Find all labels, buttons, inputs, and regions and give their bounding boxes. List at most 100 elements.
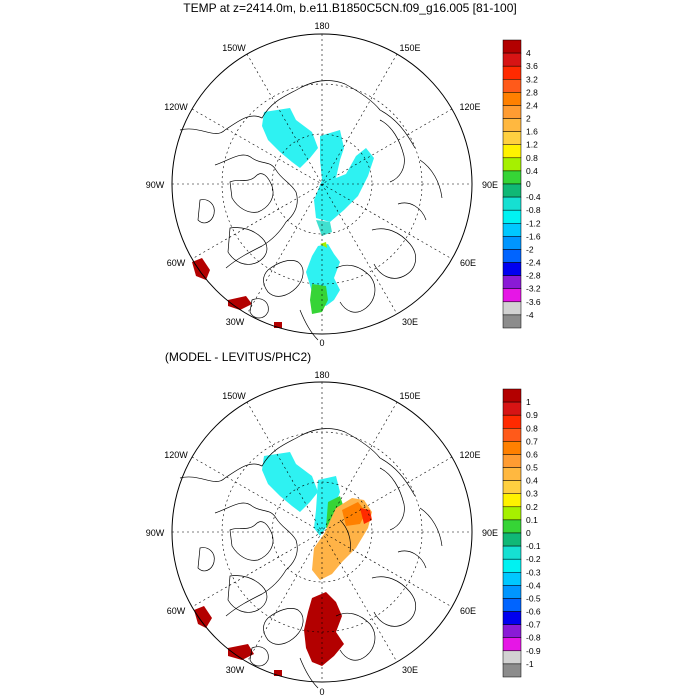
bottom-lon-0: 0 <box>319 687 324 697</box>
top-lon-60e: 60E <box>460 258 476 268</box>
top_panel-colorbar-box <box>502 288 522 303</box>
top-lon-150e: 150E <box>399 43 420 53</box>
top_panel-colorbar-box <box>502 275 522 289</box>
top-lon-90e: 90E <box>482 180 498 190</box>
bottom_panel-colorbar-label: -0.6 <box>526 607 541 617</box>
top_panel-colorbar-label: 3.2 <box>526 74 538 84</box>
bottom_panel-colorbar-label: 1 <box>526 397 531 407</box>
top_panel-colorbar-label: -1.6 <box>526 231 541 241</box>
bottom_panel-colorbar-box <box>502 493 522 508</box>
bottom_panel-colorbar-box <box>502 663 522 678</box>
top-colorbar: 4 3.6 3.2 2.8 2.4 2 1.6 1.2 0.8 0.4 0 -0.4 -0.8 -1.2 -… <box>502 39 541 329</box>
top_panel-colorbar-label: -3.6 <box>526 297 541 307</box>
bottom_panel-colorbar-box <box>502 650 522 665</box>
top_panel-colorbar-box <box>502 170 522 185</box>
top-fill-atlantic-red <box>228 296 252 310</box>
bottom-lon-150w: 150W <box>222 391 246 401</box>
bottom_panel-colorbar-label: 0.7 <box>526 436 538 446</box>
bottom_panel-colorbar-box <box>502 414 522 429</box>
bottom_panel-colorbar-box <box>502 506 522 521</box>
top_panel-colorbar-label: -4 <box>526 310 534 320</box>
bottom-coastlines <box>179 428 443 689</box>
bottom_panel-colorbar-box <box>502 572 522 586</box>
bottom_panel-colorbar-label: -0.7 <box>526 620 541 630</box>
bottom-lon-120e: 120E <box>459 450 480 460</box>
bottom-fill-labrador-red <box>194 606 212 628</box>
top-lon-30w: 30W <box>226 317 245 327</box>
bottom_panel-colorbar-box <box>502 401 522 416</box>
top_panel-colorbar-label: 0.4 <box>526 166 538 176</box>
top_panel-colorbar-box <box>502 157 522 172</box>
bottom-lon-30e: 30E <box>402 665 418 675</box>
top-lon-60w: 60W <box>167 258 186 268</box>
top_panel-colorbar-box <box>502 314 522 329</box>
top_panel-colorbar-label: -2 <box>526 244 534 254</box>
bottom_panel-colorbar-label: -0.4 <box>526 580 541 590</box>
bottom_panel-colorbar-box <box>502 585 522 599</box>
top-lon-90w: 90W <box>146 180 165 190</box>
bottom-fill-red-tip <box>360 508 372 524</box>
bottom_panel-colorbar-box <box>502 558 522 573</box>
bottom-lon-120w: 120W <box>164 450 188 460</box>
top_panel-colorbar-label: 2.4 <box>526 100 538 110</box>
top_panel-colorbar-label: 0 <box>526 179 531 189</box>
bottom-lon-60w: 60W <box>167 606 186 616</box>
bottom_panel-colorbar-box <box>502 480 522 494</box>
top_panel-colorbar-box <box>502 92 522 106</box>
bottom_panel-colorbar-box <box>502 598 522 612</box>
top_panel-colorbar-box <box>502 236 522 250</box>
bottom-graticule <box>172 382 472 682</box>
bottom_panel-colorbar-box <box>502 637 522 652</box>
top_panel-colorbar-box <box>502 301 522 316</box>
top_panel-colorbar-box <box>502 223 522 237</box>
top-title: TEMP at z=2414.0m, b.e11.B1850C5CN.f09_g… <box>183 1 516 15</box>
bottom-lon-150e: 150E <box>399 391 420 401</box>
top_panel-colorbar-label: 1.6 <box>526 127 538 137</box>
bottom_panel-colorbar-box <box>502 545 522 560</box>
bottom_panel-colorbar-box <box>502 388 522 403</box>
top-graticule <box>172 34 472 334</box>
bottom_panel-colorbar-box <box>502 624 522 638</box>
top_panel-colorbar-box <box>502 196 522 211</box>
bottom_panel-colorbar-label: -0.9 <box>526 646 541 656</box>
top-map-border <box>171 33 473 335</box>
top-fill-central <box>314 130 374 222</box>
top_panel-colorbar-label: -3.2 <box>526 284 541 294</box>
top_panel-colorbar-label: 4 <box>526 48 531 58</box>
bottom_panel-colorbar-box <box>502 532 522 547</box>
bottom-title: (MODEL - LEVITUS/PHC2) <box>165 350 311 364</box>
top-lon-150w: 150W <box>222 43 246 53</box>
bottom-lon-30w: 30W <box>226 665 245 675</box>
bottom-colorbar: 1 0.9 0.8 0.7 0.6 0.5 0.4 0.3 0.2 0.1 0 -0.1 -0.2 -0.… <box>502 388 541 678</box>
top-fill-labrador-red <box>192 258 210 280</box>
top_panel-colorbar-label: 2 <box>526 114 531 124</box>
bottom-map: 180 150W 150E 120W 120E 90W 90E 60W 60E … <box>146 370 498 697</box>
top_panel-colorbar-box <box>502 118 522 132</box>
top_panel-colorbar-box <box>502 131 522 145</box>
bottom_panel-colorbar-label: -0.5 <box>526 593 541 603</box>
top_panel-colorbar-label: 1.2 <box>526 140 538 150</box>
bottom_panel-colorbar-label: -0.2 <box>526 554 541 564</box>
top-fill-speck <box>320 242 327 248</box>
top_panel-colorbar-box <box>502 209 522 224</box>
top_panel-colorbar-box <box>502 105 522 119</box>
top_panel-colorbar-box <box>502 52 522 67</box>
top_panel-colorbar-box <box>502 39 522 54</box>
top-lon-120w: 120W <box>164 102 188 112</box>
bottom-map-border <box>171 381 473 683</box>
bottom-lon-90w: 90W <box>146 528 165 538</box>
bottom_panel-colorbar-label: 0.4 <box>526 476 538 486</box>
bottom_panel-colorbar-box <box>502 467 522 481</box>
bottom-data-fill <box>194 452 372 676</box>
bottom-fill-sw-red <box>228 644 254 660</box>
top_panel-colorbar-box <box>502 65 522 80</box>
top-lon-180: 180 <box>314 21 329 31</box>
top-lon-30e: 30E <box>402 317 418 327</box>
top-map: 180 150W 150E 120W 120E 90W 90E 60W 60E … <box>146 21 498 348</box>
bottom_panel-colorbar-label: 0.8 <box>526 423 538 433</box>
bottom_panel-colorbar-label: 0 <box>526 528 531 538</box>
top_panel-colorbar-box <box>502 262 522 276</box>
top-lon-0: 0 <box>319 338 324 348</box>
bottom_panel-colorbar-label: -0.3 <box>526 567 541 577</box>
